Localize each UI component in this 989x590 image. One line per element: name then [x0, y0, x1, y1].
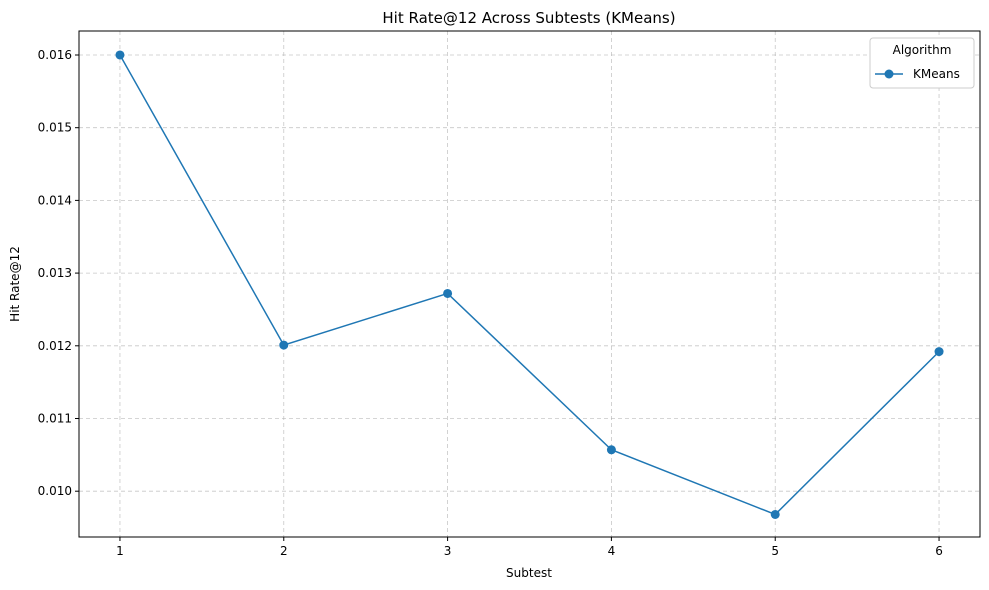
grid [79, 31, 980, 537]
y-tick-label: 0.012 [38, 339, 72, 353]
legend: Algorithm KMeans [869, 37, 975, 89]
plot-frame [78, 30, 981, 538]
y-tick-label: 0.015 [38, 121, 72, 135]
legend-title: Algorithm [893, 43, 952, 57]
data-point [770, 509, 780, 519]
y-tick-label: 0.014 [38, 193, 72, 207]
legend-box [869, 37, 975, 89]
data-point [606, 445, 616, 455]
x-axis-label: Subtest [506, 566, 552, 580]
data-point [934, 347, 944, 357]
x-tick-label: 6 [935, 544, 943, 558]
y-axis: 0.010 0.011 0.012 0.013 0.014 0.015 0.016 [38, 48, 79, 498]
y-tick-label: 0.011 [38, 411, 72, 425]
x-tick-label: 5 [771, 544, 779, 558]
x-tick-label: 1 [116, 544, 124, 558]
legend-label: KMeans [913, 67, 960, 81]
y-tick-label: 0.016 [38, 48, 72, 62]
y-axis-label: Hit Rate@12 [8, 246, 22, 322]
legend-marker [884, 69, 894, 79]
series-layer [115, 50, 944, 519]
data-point [443, 288, 453, 298]
x-tick-label: 3 [444, 544, 452, 558]
x-tick-label: 4 [608, 544, 616, 558]
data-point [115, 50, 125, 60]
series-line [119, 54, 940, 516]
y-tick-label: 0.013 [38, 266, 72, 280]
x-tick-label: 2 [280, 544, 288, 558]
data-point [279, 340, 289, 350]
y-tick-label: 0.010 [38, 484, 72, 498]
x-axis: 1 2 3 4 5 6 [116, 537, 943, 558]
chart-title: Hit Rate@12 Across Subtests (KMeans) [382, 9, 675, 27]
